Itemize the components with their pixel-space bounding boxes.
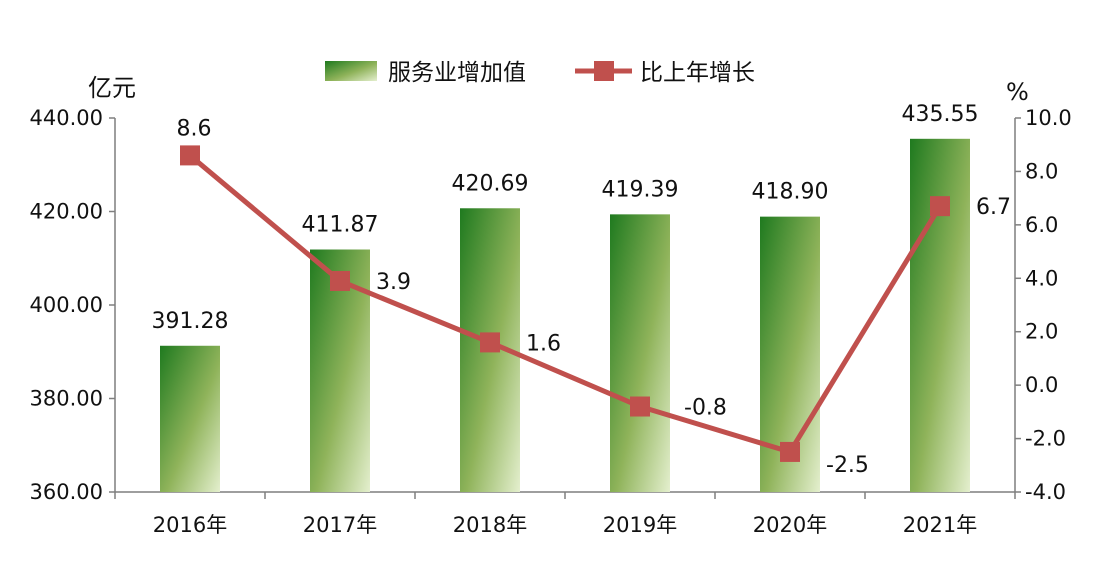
labels-group: 391.28 411.87 420.69 419.39 418.90 435.55 8.6 3…	[152, 102, 1011, 478]
left-tick-label: 360.00	[30, 480, 103, 504]
x-tick-label: 2020年	[753, 513, 827, 537]
line-data-label: -0.8	[684, 396, 727, 421]
bars-group	[160, 138, 970, 493]
legend: 服务业增加值 比上年增长	[325, 60, 755, 86]
x-tick-label: 2021年	[903, 513, 977, 537]
right-tick-label: 0.0	[1025, 373, 1058, 397]
x-tick-label: 2019年	[603, 513, 677, 537]
line-data-label: 6.7	[976, 195, 1011, 220]
bar	[910, 138, 970, 492]
legend-line-marker	[594, 61, 614, 81]
left-tick-label: 380.00	[30, 387, 103, 411]
line-marker	[480, 332, 500, 353]
line-data-label: 8.6	[177, 116, 212, 141]
left-axis-unit: 亿元	[88, 74, 136, 102]
bar-data-label: 391.28	[152, 309, 229, 334]
line-data-label: 1.6	[526, 331, 561, 356]
right-tick-label: 8.0	[1025, 159, 1058, 183]
bar-data-label: 435.55	[902, 102, 979, 127]
right-tick-label: -2.0	[1025, 427, 1066, 451]
bar-data-label: 419.39	[602, 177, 679, 202]
line-marker	[780, 441, 800, 462]
right-tick-label: -4.0	[1025, 480, 1066, 504]
left-tick-label: 420.00	[30, 200, 103, 224]
bar-data-label: 420.69	[452, 171, 529, 196]
line-data-label: 3.9	[376, 270, 411, 295]
x-tick-label: 2018年	[453, 513, 527, 537]
right-tick-label: 6.0	[1025, 213, 1058, 237]
line-data-label: -2.5	[826, 453, 869, 478]
bar-data-label: 411.87	[302, 213, 379, 238]
left-tick-label: 440.00	[30, 106, 103, 130]
right-tick-label: 10.0	[1025, 106, 1072, 130]
line-group	[180, 145, 950, 462]
x-tick-label: 2016年	[153, 513, 227, 537]
line-marker	[330, 270, 350, 291]
right-tick-label: 4.0	[1025, 266, 1058, 290]
line-marker	[630, 396, 650, 417]
axes: 360.00 380.00 400.00 420.00 440.00 -4.0 -2.0 0.…	[30, 106, 1072, 537]
line-marker	[930, 196, 950, 217]
bar-data-label: 418.90	[752, 180, 829, 205]
right-tick-label: 2.0	[1025, 320, 1058, 344]
legend-bar-label: 服务业增加值	[388, 60, 526, 86]
growth-line	[188, 153, 943, 455]
x-tick-label: 2017年	[303, 513, 377, 537]
legend-bar-swatch	[325, 61, 377, 81]
bar	[610, 214, 670, 492]
bar	[160, 345, 220, 492]
left-tick-label: 400.00	[30, 293, 103, 317]
line-marker	[180, 145, 200, 166]
legend-line-label: 比上年增长	[640, 60, 755, 86]
right-axis-unit: %	[1006, 78, 1029, 106]
